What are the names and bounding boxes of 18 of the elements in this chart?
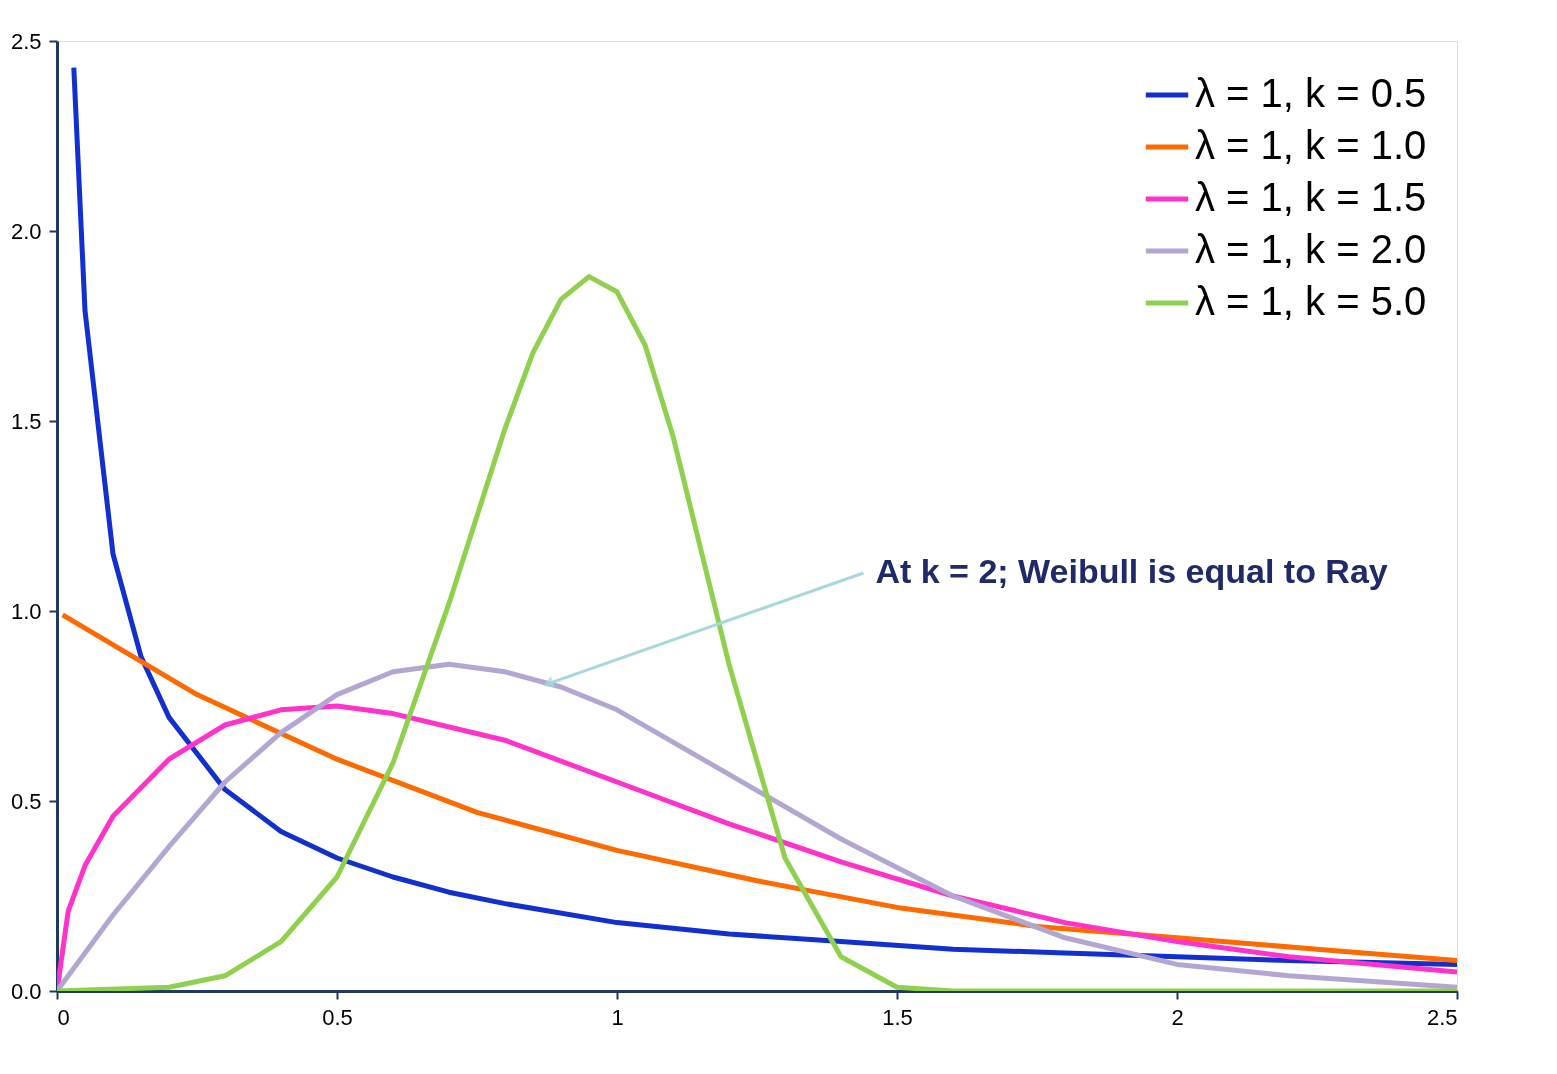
y-tick-label: 1.0 [10,598,42,624]
annotation: At k = 2; Weibull is equal to Ray [875,552,1388,590]
x-tick-label: 1 [611,1004,624,1030]
y-tick-label: 2.0 [10,218,42,244]
legend-label: λ = 1, k = 0.5 [1195,71,1427,115]
x-tick-label: 0 [57,1004,70,1030]
x-tick-label: 2.5 [1426,1004,1458,1030]
x-tick-label: 0.5 [322,1004,353,1030]
legend-label: λ = 1, k = 1.5 [1195,175,1427,219]
x-tick-label: 1.5 [882,1004,913,1030]
y-tick-label: 0.0 [10,978,42,1004]
x-tick-label: 2 [1171,1004,1184,1030]
y-tick-label: 0.5 [10,788,42,814]
legend-label: λ = 1, k = 2.0 [1195,227,1427,271]
y-tick-label: 2.5 [10,28,42,54]
y-tick-label: 1.5 [10,408,42,434]
legend-label: λ = 1, k = 1.0 [1195,123,1427,167]
legend-label: λ = 1, k = 5.0 [1195,279,1427,323]
